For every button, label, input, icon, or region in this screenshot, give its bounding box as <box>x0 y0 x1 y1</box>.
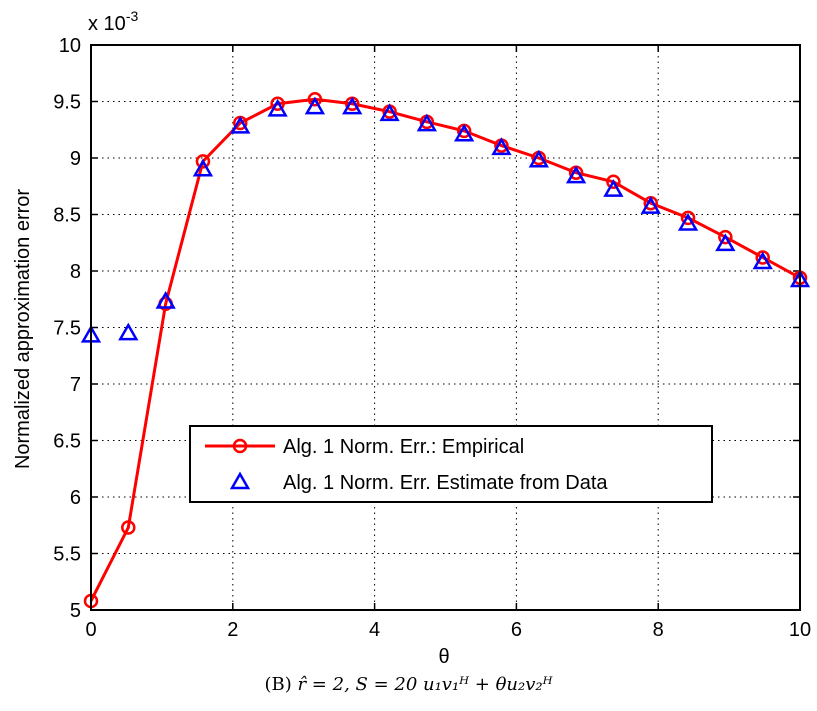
data-point-circle <box>606 174 621 189</box>
y-tick-label: 8.5 <box>53 205 81 227</box>
caption-prefix: (B) <box>264 674 292 695</box>
legend-label-empirical: Alg. 1 Norm. Err.: Empirical <box>283 436 524 458</box>
figure-caption: (B) r̂ = 2, S = 20 u₁v₁ᴴ + θu₂v₂ᴴ <box>0 674 817 695</box>
x-tick-label: 0 <box>85 619 96 641</box>
data-point-triangle <box>118 322 139 341</box>
chart: 0 2 4 6 8 10 5 5.5 6 6.5 7 7.5 8 8.5 9 9.5 10 x 10-3 θ N… <box>12 8 811 668</box>
data-point-circle <box>121 520 136 535</box>
data-point-triangle <box>416 113 438 132</box>
data-point-triangle <box>230 115 251 134</box>
x-tick-label: 8 <box>653 619 664 641</box>
tick-labels: 0 2 4 6 8 10 5 5.5 6 6.5 7 7.5 8 8.5 9 9.5 10 <box>53 35 811 641</box>
legend-box <box>189 425 713 503</box>
data-point-circle <box>307 91 323 107</box>
y-axis-label: Normalized approximation error <box>12 189 34 469</box>
y-tick-label: 7.5 <box>53 318 81 340</box>
x-tick-label: 6 <box>511 619 522 641</box>
plot-frame <box>90 44 801 611</box>
data-point-triangle <box>677 213 699 231</box>
data-point-circle <box>680 210 696 226</box>
data-point-triangle <box>752 251 773 270</box>
y-tick-label: 9 <box>70 148 81 170</box>
data-point-triangle <box>453 123 475 142</box>
y-tick-label: 6 <box>70 487 81 509</box>
x-tick-label: 2 <box>227 619 238 641</box>
legend-label-estimate: Alg. 1 Norm. Err. Estimate from Data <box>283 472 608 494</box>
y-tick-label: 5 <box>70 600 81 622</box>
series-1 <box>80 96 811 343</box>
data-point-triangle <box>565 165 587 184</box>
legend-marker-empirical <box>232 438 248 454</box>
data-point-triangle <box>603 179 624 197</box>
legend-marker-estimate <box>229 471 251 490</box>
legend: Alg. 1 Norm. Err.: Empirical Alg. 1 Norm… <box>189 425 713 503</box>
data-point-triangle <box>192 158 214 177</box>
x-tick-label: 10 <box>789 619 811 641</box>
y-tick-label: 9.5 <box>53 92 81 114</box>
data-point-triangle <box>491 137 512 156</box>
grid <box>91 45 800 610</box>
data-point-triangle <box>379 103 400 122</box>
series-layer <box>80 91 811 609</box>
y-axis-multiplier-base: x 10 <box>88 13 126 35</box>
x-tick-label: 4 <box>369 619 380 641</box>
data-point-circle <box>718 229 733 245</box>
data-point-triangle <box>304 96 326 115</box>
data-point-triangle <box>342 96 363 115</box>
y-tick-label: 6.5 <box>53 431 81 453</box>
data-point-triangle <box>267 98 288 117</box>
axis-ticks <box>90 44 801 611</box>
series-0 <box>83 91 808 609</box>
data-point-triangle <box>715 233 736 252</box>
data-point-triangle <box>155 290 176 309</box>
y-tick-label: 5.5 <box>53 544 81 566</box>
y-axis-multiplier-exponent: -3 <box>126 8 139 24</box>
data-point-circle <box>755 250 770 265</box>
data-point-circle <box>195 154 211 169</box>
y-tick-label: 8 <box>70 261 81 283</box>
y-tick-label: 7 <box>70 374 81 396</box>
data-point-circle <box>270 96 285 112</box>
y-axis-multiplier: x 10-3 <box>88 8 138 35</box>
data-point-triangle <box>640 196 661 214</box>
x-axis-label: θ <box>438 646 449 668</box>
caption-text: r̂ = 2, S = 20 u₁v₁ᴴ + θu₂v₂ᴴ <box>297 674 553 695</box>
data-point-triangle <box>528 149 549 168</box>
y-tick-label: 10 <box>59 35 81 57</box>
